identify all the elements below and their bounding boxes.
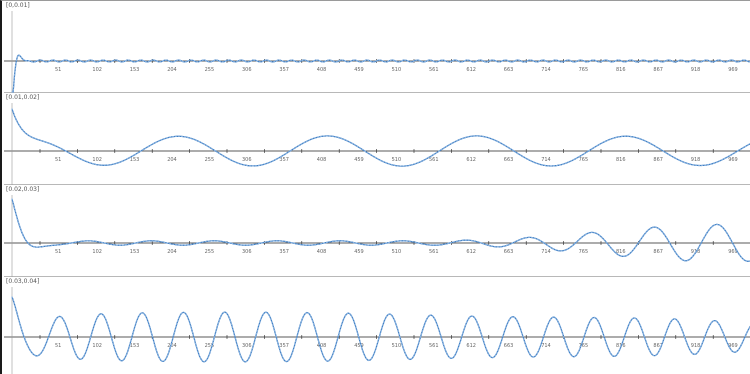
x-tick-label: 204 bbox=[167, 67, 177, 73]
x-tick-label: 153 bbox=[130, 67, 140, 73]
plot-panel-4: [0.03,0.04] 51 102 153 204 255 306 357 408 459 51… bbox=[4, 277, 750, 374]
x-tick-label: 612 bbox=[466, 67, 476, 73]
x-tick-label: 51 bbox=[55, 67, 61, 73]
x-tick-label: 408 bbox=[317, 343, 327, 349]
signal-plot: 51 102 153 204 255 306 357 408 459 510 561 612 663 71… bbox=[4, 277, 750, 374]
x-tick-label: 204 bbox=[167, 157, 177, 163]
x-tick-label: 255 bbox=[205, 67, 215, 73]
x-tick-label: 510 bbox=[392, 343, 402, 349]
x-tick-label: 51 bbox=[55, 343, 61, 349]
signal-series-line bbox=[12, 109, 750, 166]
x-tick-label: 204 bbox=[167, 249, 177, 255]
x-tick-label: 306 bbox=[242, 157, 252, 163]
x-tick-label: 918 bbox=[691, 67, 701, 73]
x-tick-label: 765 bbox=[579, 157, 589, 163]
x-tick-label: 765 bbox=[579, 249, 589, 255]
x-tick-label: 510 bbox=[392, 67, 402, 73]
x-tick-label: 255 bbox=[205, 157, 215, 163]
x-tick-label: 561 bbox=[429, 67, 439, 73]
x-tick-label: 102 bbox=[92, 157, 102, 163]
signal-sample-markers bbox=[12, 109, 750, 166]
x-tick-label: 408 bbox=[317, 67, 327, 73]
x-tick-label: 153 bbox=[130, 343, 140, 349]
x-tick-label: 357 bbox=[279, 343, 289, 349]
x-tick-label: 408 bbox=[317, 157, 327, 163]
signal-series-line bbox=[12, 297, 750, 362]
x-tick-label: 102 bbox=[92, 67, 102, 73]
x-tick-label: 816 bbox=[616, 67, 626, 73]
x-tick-label: 867 bbox=[653, 67, 663, 73]
x-tick-label: 663 bbox=[504, 249, 514, 255]
x-tick-label: 714 bbox=[541, 157, 551, 163]
x-tick-label: 306 bbox=[242, 67, 252, 73]
x-tick-label: 663 bbox=[504, 67, 514, 73]
x-tick-label: 459 bbox=[354, 157, 364, 163]
plot-panel-3: [0.02,0.03] 51 102 153 204 255 306 357 408 459 51… bbox=[4, 185, 750, 277]
x-tick-label: 561 bbox=[429, 249, 439, 255]
x-tick-label: 204 bbox=[167, 343, 177, 349]
x-tick-label: 867 bbox=[653, 157, 663, 163]
x-tick-label: 153 bbox=[130, 157, 140, 163]
x-tick-label: 357 bbox=[279, 249, 289, 255]
x-tick-label: 918 bbox=[691, 343, 701, 349]
x-tick-label: 663 bbox=[504, 157, 514, 163]
x-tick-label: 510 bbox=[392, 249, 402, 255]
x-tick-label: 153 bbox=[130, 249, 140, 255]
signal-plot: 51 102 153 204 255 306 357 408 459 510 561 612 663 71… bbox=[4, 1, 750, 93]
x-tick-label: 561 bbox=[429, 157, 439, 163]
x-tick-label: 816 bbox=[616, 157, 626, 163]
plot-panel-1: [0,0.01] 51 102 153 204 255 306 357 408 459 510 56… bbox=[4, 1, 750, 93]
x-tick-label: 969 bbox=[728, 67, 738, 73]
x-tick-label: 255 bbox=[205, 249, 215, 255]
x-tick-label: 459 bbox=[354, 67, 364, 73]
x-tick-label: 306 bbox=[242, 343, 252, 349]
x-tick-label: 612 bbox=[466, 249, 476, 255]
signal-sample-markers bbox=[12, 199, 750, 261]
x-tick-label: 306 bbox=[242, 249, 252, 255]
x-tick-label: 408 bbox=[317, 249, 327, 255]
x-tick-label: 663 bbox=[504, 343, 514, 349]
x-tick-label: 561 bbox=[429, 343, 439, 349]
x-tick-label: 612 bbox=[466, 343, 476, 349]
x-tick-label: 102 bbox=[92, 343, 102, 349]
x-tick-label: 510 bbox=[392, 157, 402, 163]
signal-plot: 51 102 153 204 255 306 357 408 459 510 561 612 663 71… bbox=[4, 185, 750, 277]
x-tick-label: 918 bbox=[691, 157, 701, 163]
x-tick-label: 51 bbox=[55, 249, 61, 255]
x-tick-label: 714 bbox=[541, 343, 551, 349]
signal-series-line bbox=[12, 199, 750, 261]
x-tick-label: 714 bbox=[541, 67, 551, 73]
x-tick-label: 459 bbox=[354, 249, 364, 255]
x-tick-label: 867 bbox=[653, 249, 663, 255]
plot-panel-2: [0.01,0.02] 51 102 153 204 255 306 357 408 459 51… bbox=[4, 93, 750, 185]
x-tick-label: 765 bbox=[579, 67, 589, 73]
x-tick-label: 714 bbox=[541, 249, 551, 255]
x-tick-label: 102 bbox=[92, 249, 102, 255]
x-tick-label: 612 bbox=[466, 157, 476, 163]
x-tick-label: 51 bbox=[55, 157, 61, 163]
x-tick-label: 357 bbox=[279, 67, 289, 73]
signal-plot: 51 102 153 204 255 306 357 408 459 510 561 612 663 71… bbox=[4, 93, 750, 185]
x-tick-label: 357 bbox=[279, 157, 289, 163]
x-tick-label: 969 bbox=[728, 157, 738, 163]
